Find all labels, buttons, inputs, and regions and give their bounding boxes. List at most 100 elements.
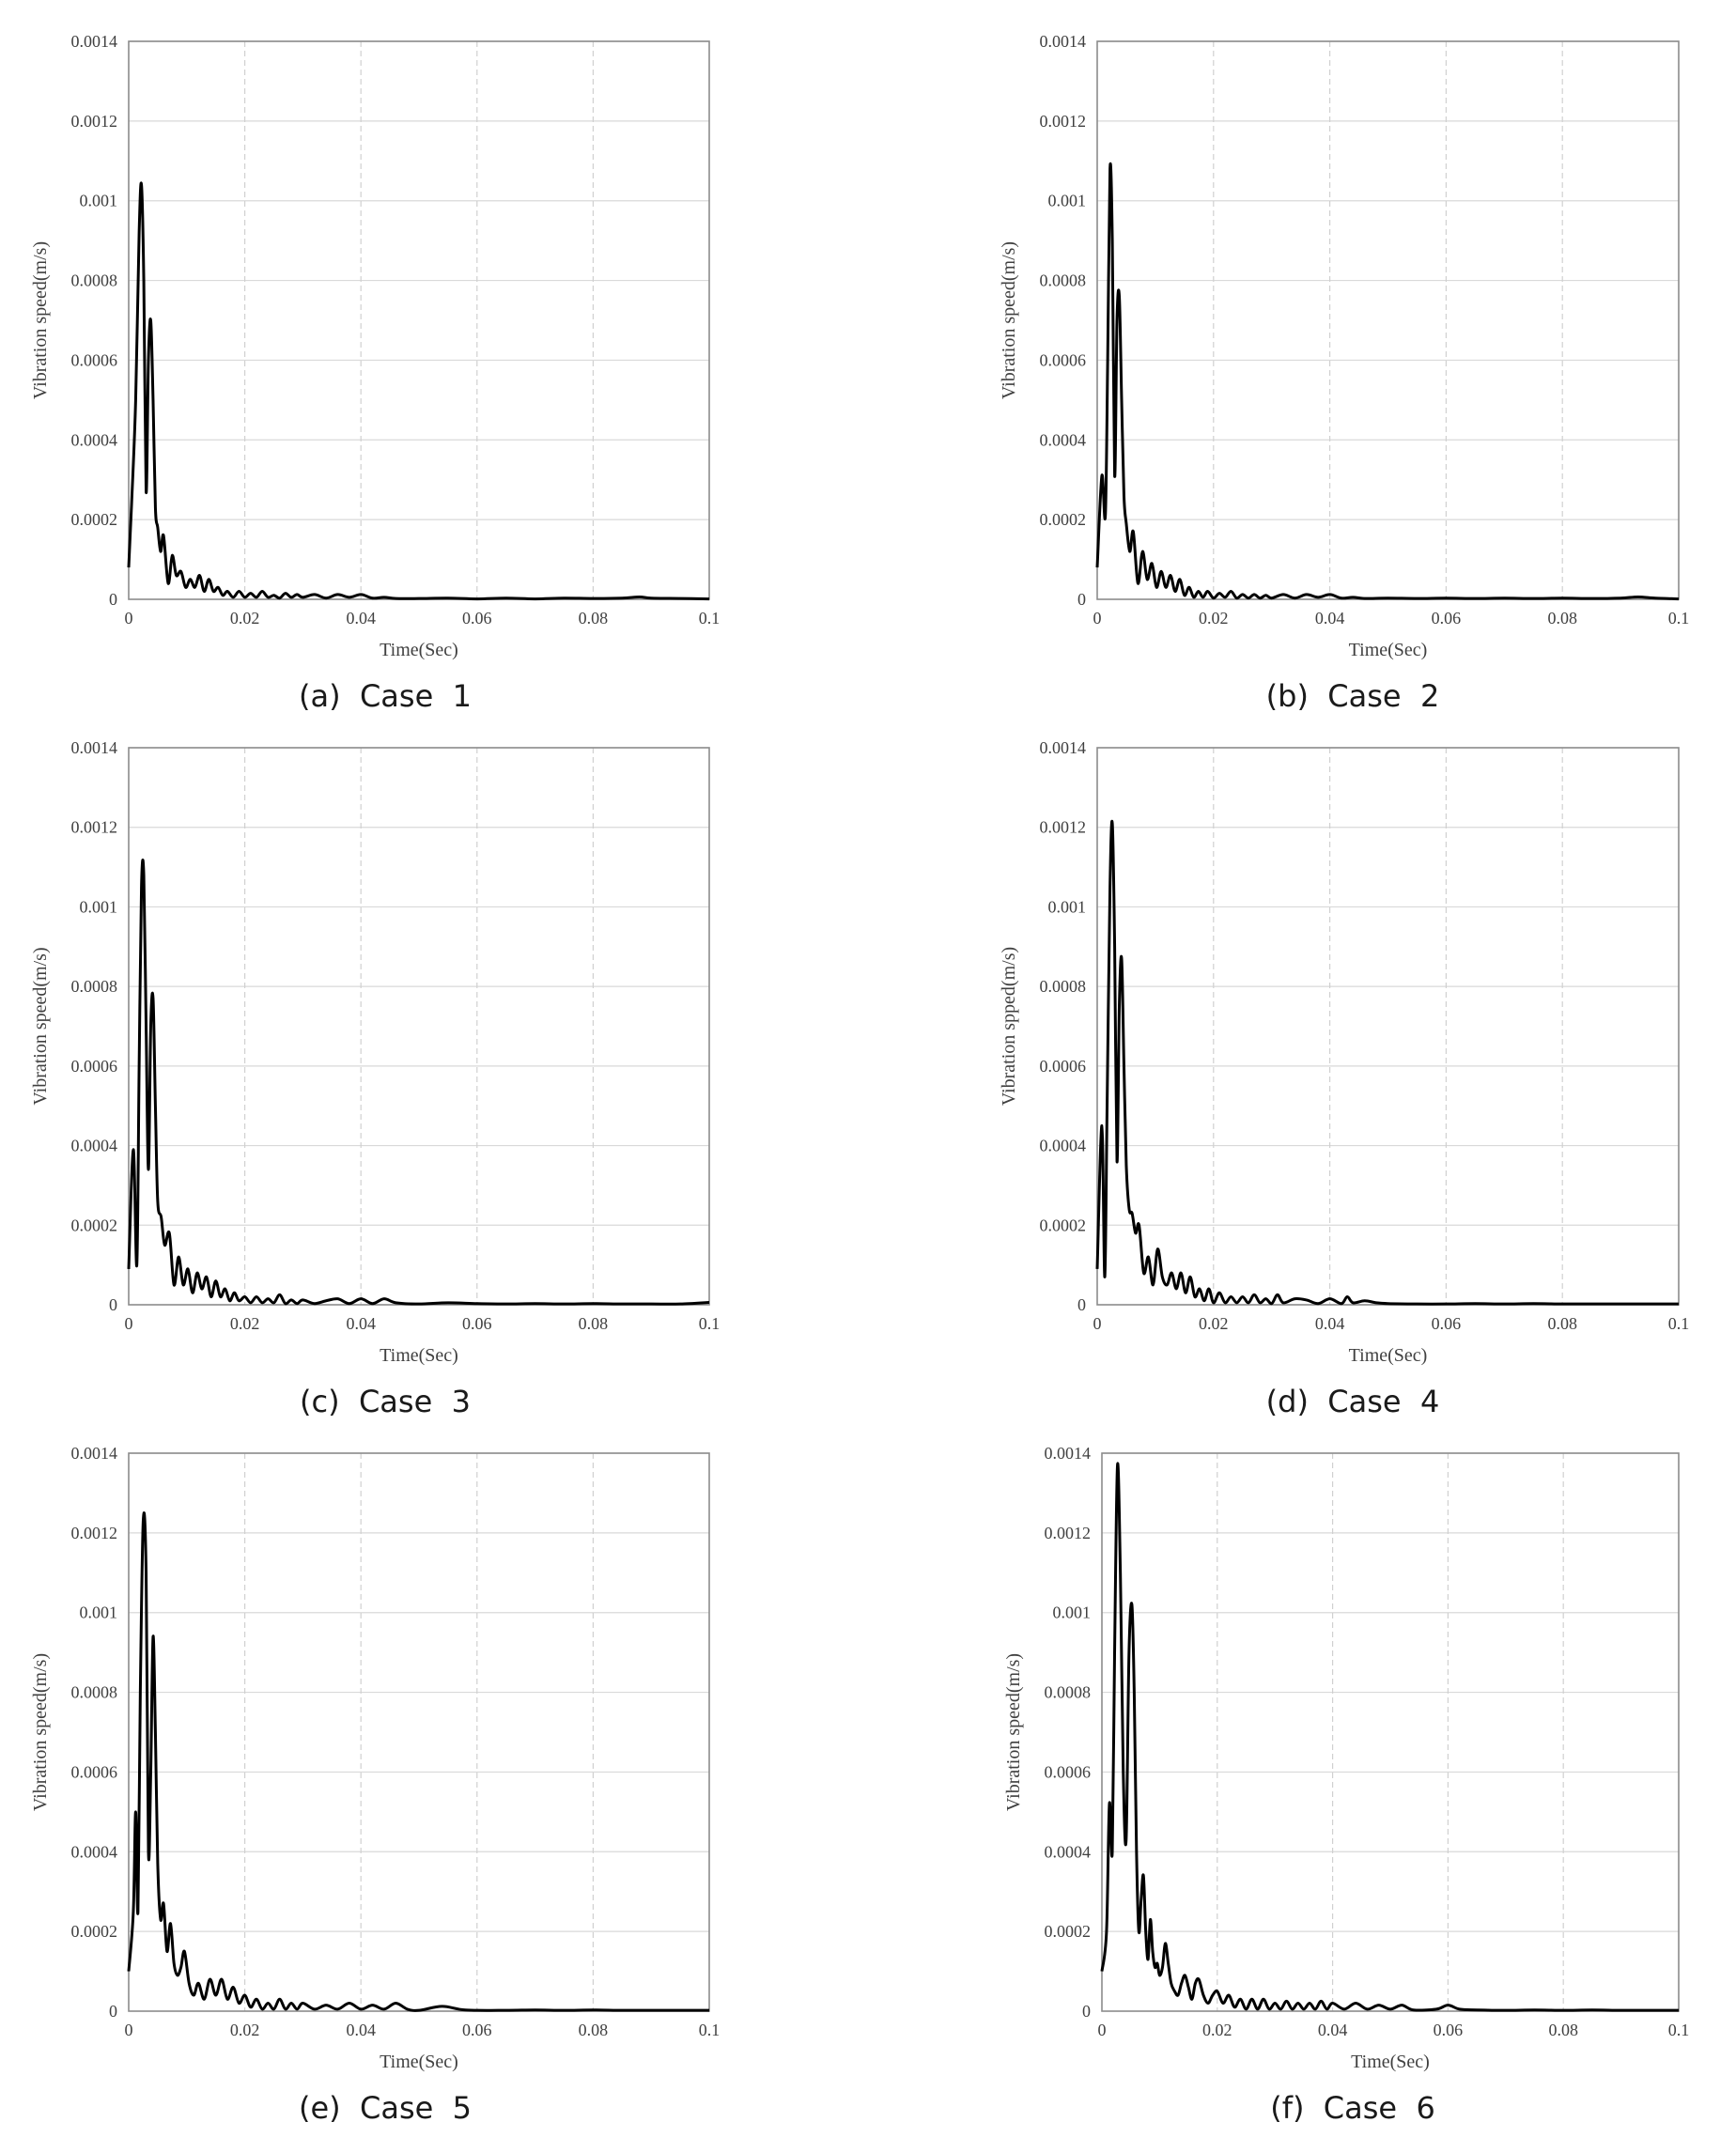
x-tick-label: 0.1 [699, 1314, 721, 1333]
figure-caption: (b) Case 2 [1266, 678, 1440, 714]
x-tick-label: 0.06 [1432, 609, 1462, 627]
x-tick-label: 0.02 [1202, 2021, 1232, 2039]
y-tick-label: 0.001 [1048, 897, 1087, 916]
x-tick-label: 0.04 [346, 609, 376, 627]
x-tick-label: 0.02 [1199, 609, 1229, 627]
series-line [127, 859, 710, 1306]
x-tick-label: 0.08 [1548, 2021, 1578, 2039]
panel-e-chart: 0 0.0002 0.0004 0.0006 0.0008 0.001 0.0012 0.00… [30, 1444, 720, 2126]
x-tick-label: 0 [125, 2021, 133, 2039]
y-tick-label: 0.0012 [71, 112, 118, 131]
figure-caption: (f) Case 6 [1270, 2090, 1435, 2126]
x-tick-label: 0.02 [230, 609, 260, 627]
y-tick-label: 0.0014 [1045, 1444, 1092, 1463]
y-tick-label: 0 [1082, 2002, 1091, 2021]
plot-frame [128, 1452, 710, 2012]
y-axis-title: Vibration speed(m/s) [30, 947, 51, 1105]
x-tick-label: 0.06 [462, 2021, 492, 2039]
y-axis-title: Vibration speed(m/s) [30, 1653, 51, 1811]
y-tick-label: 0.0008 [71, 271, 118, 290]
x-tick-label: 0.06 [1432, 1314, 1462, 1333]
y-tick-label: 0.0008 [71, 1683, 118, 1702]
y-axis-title: Vibration speed(m/s) [30, 241, 51, 399]
y-tick-label: 0.0014 [71, 1444, 118, 1463]
figure-caption: (e) Case 5 [299, 2090, 472, 2126]
x-axis-title: Time(Sec) [1349, 640, 1428, 660]
x-axis-title: Time(Sec) [380, 2052, 458, 2072]
y-tick-label: 0 [109, 2002, 117, 2021]
x-tick-label: 0.04 [346, 2021, 376, 2039]
y-tick-label: 0 [1077, 590, 1086, 609]
plot-frame [1096, 40, 1680, 600]
y-tick-label: 0.001 [80, 897, 118, 916]
panel-c-chart: 0 0.0002 0.0004 0.0006 0.0008 0.001 0.0012 0.00… [30, 738, 720, 1419]
x-tick-label: 0.08 [1547, 609, 1577, 627]
y-axis-title: Vibration speed(m/s) [1003, 1653, 1024, 1811]
y-tick-label: 0.001 [1048, 192, 1087, 210]
series-line [127, 181, 710, 601]
y-tick-label: 0.0012 [71, 818, 118, 837]
y-tick-label: 0.0002 [1040, 510, 1087, 529]
x-tick-label: 0.06 [1434, 2021, 1464, 2039]
x-tick-label: 0 [125, 609, 133, 627]
y-axis-title: Vibration spped(m/s) [999, 947, 1019, 1106]
x-tick-label: 0.1 [699, 2021, 721, 2039]
series-line [1095, 162, 1680, 601]
series-line [1095, 819, 1679, 1306]
y-tick-label: 0.0006 [1045, 1762, 1092, 1781]
y-tick-label: 0.0006 [71, 1762, 118, 1781]
plot-frame [1096, 747, 1680, 1306]
x-tick-label: 0.1 [699, 609, 721, 627]
x-tick-label: 0.02 [1199, 1314, 1229, 1333]
x-tick-label: 0.06 [462, 1314, 492, 1333]
x-tick-label: 0 [1098, 2021, 1107, 2039]
y-tick-label: 0.0008 [1045, 1683, 1092, 1702]
figure-caption: (d) Case 4 [1266, 1384, 1440, 1419]
plot-frame [1101, 1452, 1680, 2012]
y-tick-label: 0.0014 [71, 738, 118, 757]
y-tick-label: 0.0002 [71, 510, 118, 529]
x-tick-label: 0 [1093, 1314, 1102, 1333]
y-tick-label: 0.0006 [1040, 350, 1087, 369]
panel-f-chart: 0 0.0002 0.0004 0.0006 0.0008 0.001 0.0012 0.00… [1003, 1444, 1689, 2126]
y-axis-title: Vibration speed(m/s) [999, 241, 1019, 399]
x-tick-label: 0.1 [1668, 1314, 1690, 1333]
y-tick-label: 0.0008 [71, 977, 118, 996]
y-tick-label: 0.0002 [1045, 1922, 1092, 1941]
x-tick-label: 0.1 [1668, 609, 1690, 627]
y-tick-label: 0.001 [80, 1603, 118, 1622]
y-tick-label: 0.0012 [1040, 818, 1087, 837]
y-tick-label: 0.0014 [1040, 32, 1087, 51]
y-tick-label: 0 [109, 590, 117, 609]
y-tick-label: 0.0012 [71, 1524, 118, 1542]
y-tick-label: 0.0014 [1040, 738, 1087, 757]
y-tick-label: 0.0004 [1040, 1137, 1087, 1155]
y-tick-label: 0.0012 [1040, 112, 1087, 131]
y-tick-label: 0.0004 [1045, 1842, 1092, 1861]
y-tick-label: 0.001 [1053, 1603, 1092, 1622]
x-axis-title: Time(Sec) [380, 1345, 458, 1366]
panel-d-chart: 0 0.0002 0.0004 0.0006 0.0008 0.001 0.0012 0.00… [999, 738, 1689, 1419]
figure-caption: (c) Case 3 [300, 1384, 471, 1419]
x-tick-label: 0.08 [1547, 1314, 1577, 1333]
x-axis-title: Time(Sec) [1349, 1345, 1428, 1366]
x-tick-label: 0 [125, 1314, 133, 1333]
series-line [1100, 1462, 1679, 2012]
y-tick-label: 0.0008 [1040, 977, 1087, 996]
plot-frame [128, 747, 710, 1306]
x-tick-label: 0.1 [1668, 2021, 1690, 2039]
y-tick-label: 0.0002 [71, 1216, 118, 1234]
x-tick-label: 0.02 [230, 1314, 260, 1333]
y-tick-label: 0.0008 [1040, 271, 1087, 290]
y-tick-label: 0.0004 [71, 1842, 118, 1861]
y-tick-label: 0.0012 [1045, 1524, 1092, 1542]
y-tick-label: 0.0006 [71, 1057, 118, 1076]
y-tick-label: 0.0014 [71, 32, 118, 51]
y-tick-label: 0.0004 [71, 430, 118, 449]
x-axis-title: Time(Sec) [380, 640, 458, 660]
panel-a-chart: 0 0.0002 0.0004 0.0006 0.0008 0.001 0.0012 0.00… [30, 32, 720, 714]
y-tick-label: 0.0006 [71, 350, 118, 369]
y-tick-label: 0.0002 [71, 1922, 118, 1941]
x-tick-label: 0.04 [1315, 1314, 1345, 1333]
